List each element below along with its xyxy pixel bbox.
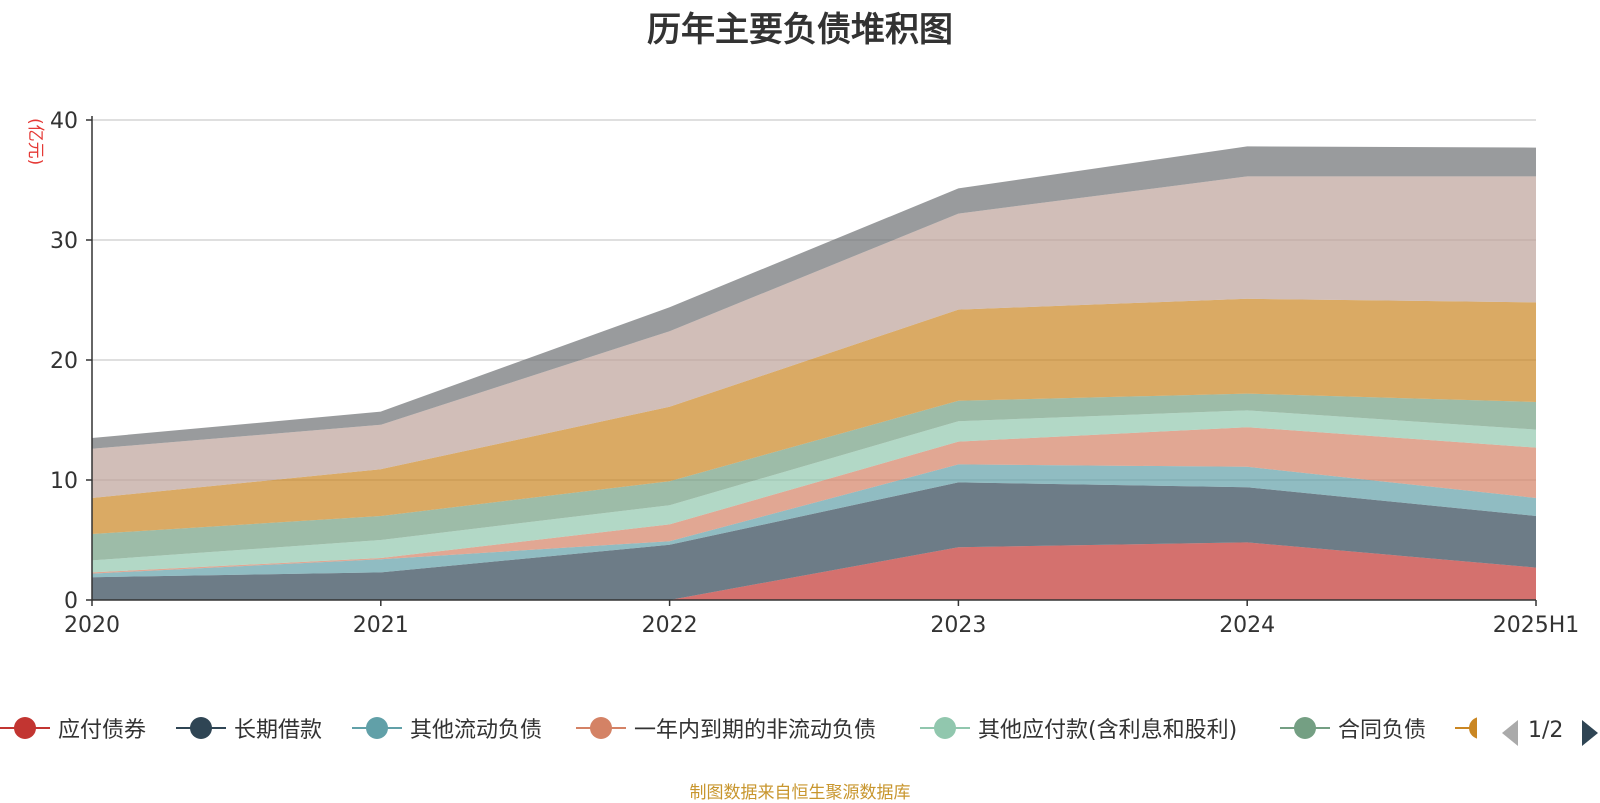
legend-prev-page-icon[interactable] xyxy=(1500,718,1520,748)
x-tick-label: 2025H1 xyxy=(1493,613,1580,638)
area-series-7 xyxy=(92,298,1536,534)
legend-item[interactable]: 应付债券 xyxy=(0,708,146,748)
area-chart: 0 10 20 30 40 2020 2021 2022 2023 2024 2025H1 xyxy=(50,109,1580,638)
legend-label: 长期借款 xyxy=(234,718,323,743)
legend-item[interactable]: 其他应付款(含利息和股利) xyxy=(920,708,1237,748)
legend-page-indicator: 1/2 xyxy=(1528,718,1564,743)
y-tick-label: 10 xyxy=(50,469,78,494)
y-tick-label: 30 xyxy=(50,229,78,254)
legend-marker-icon xyxy=(1280,717,1330,739)
y-tick-label: 40 xyxy=(50,109,78,134)
y-tick-label: 0 xyxy=(64,589,78,614)
legend-marker-icon xyxy=(0,717,50,739)
area-series-6 xyxy=(92,393,1536,561)
legend-label: 合同负债 xyxy=(1338,718,1427,743)
area-series-2 xyxy=(92,482,1536,600)
chart-title: 历年主要负债堆积图 xyxy=(647,10,953,50)
legend-label: 其他应付款(含利息和股利) xyxy=(978,718,1238,743)
x-tick-label: 2021 xyxy=(353,613,409,638)
legend-item[interactable]: 合同负债 xyxy=(1280,708,1426,748)
x-tick-label: 2023 xyxy=(930,613,986,638)
legend-item[interactable]: 一年内到期的非流动负债 xyxy=(576,708,876,748)
legend-marker-icon xyxy=(176,717,226,739)
legend-label: 其他流动负债 xyxy=(410,718,543,743)
legend-marker-icon xyxy=(576,717,626,739)
area-series-1 xyxy=(92,542,1536,600)
legend-label: 一年内到期的非流动负债 xyxy=(634,718,877,743)
x-tick-label: 2020 xyxy=(64,613,120,638)
x-tick-label: 2022 xyxy=(642,613,698,638)
legend-label: 应付债券 xyxy=(58,718,147,743)
legend-marker-icon xyxy=(352,717,402,739)
legend-item[interactable] xyxy=(1455,708,1477,748)
legend-item[interactable]: 其他流动负债 xyxy=(352,708,542,748)
area-series-5 xyxy=(92,410,1536,573)
x-tick-label: 2024 xyxy=(1219,613,1275,638)
area-series-8 xyxy=(92,176,1536,498)
data-source-note: 制图数据来自恒生聚源数据库 xyxy=(689,783,911,803)
legend-next-page-icon[interactable] xyxy=(1580,718,1600,748)
legend-item[interactable]: 长期借款 xyxy=(176,708,322,748)
area-series-4 xyxy=(92,427,1536,574)
chart-legend: 应付债券 长期借款 其他流动负债 一年内到期的非流动负债 其他应付款(含利息和股利) 合同… xyxy=(0,708,1600,748)
legend-marker-icon xyxy=(1455,717,1477,739)
legend-marker-icon xyxy=(920,717,970,739)
y-tick-label: 20 xyxy=(50,349,78,374)
